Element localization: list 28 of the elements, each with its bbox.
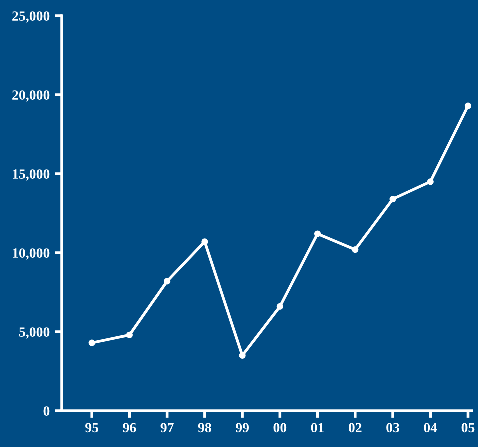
point <box>314 230 322 238</box>
y-tick-label: 0 <box>44 406 50 416</box>
y-tick-label: 20,000 <box>12 90 50 102</box>
y-tick-label: 15,000 <box>13 170 50 181</box>
x-tick-label: 99 <box>236 423 249 433</box>
point <box>88 340 96 346</box>
point <box>164 278 171 285</box>
y-tick-label: 5,000 <box>20 328 50 339</box>
x-tick-label: 03 <box>386 423 400 433</box>
point <box>352 246 359 254</box>
point <box>126 332 134 338</box>
point <box>202 238 208 246</box>
x-tick-label: 96 <box>123 423 136 433</box>
point <box>464 102 472 110</box>
y-tick-label: 10,000 <box>13 248 50 260</box>
x-tick-label: 02 <box>348 423 362 433</box>
point <box>390 196 396 203</box>
x-tick-label: 01 <box>311 423 324 433</box>
x-tick-label: 95 <box>86 423 99 433</box>
x-tick-label: 97 <box>160 423 174 433</box>
x-tick-label: 00 <box>274 423 287 433</box>
x-tick-label: 04 <box>424 423 438 433</box>
x-tick-label: 05 <box>462 423 475 433</box>
point <box>427 178 434 186</box>
x-tick-label: 98 <box>198 423 212 433</box>
point <box>239 352 246 359</box>
y-tick-label: 25,000 <box>12 12 50 23</box>
point <box>276 303 284 310</box>
